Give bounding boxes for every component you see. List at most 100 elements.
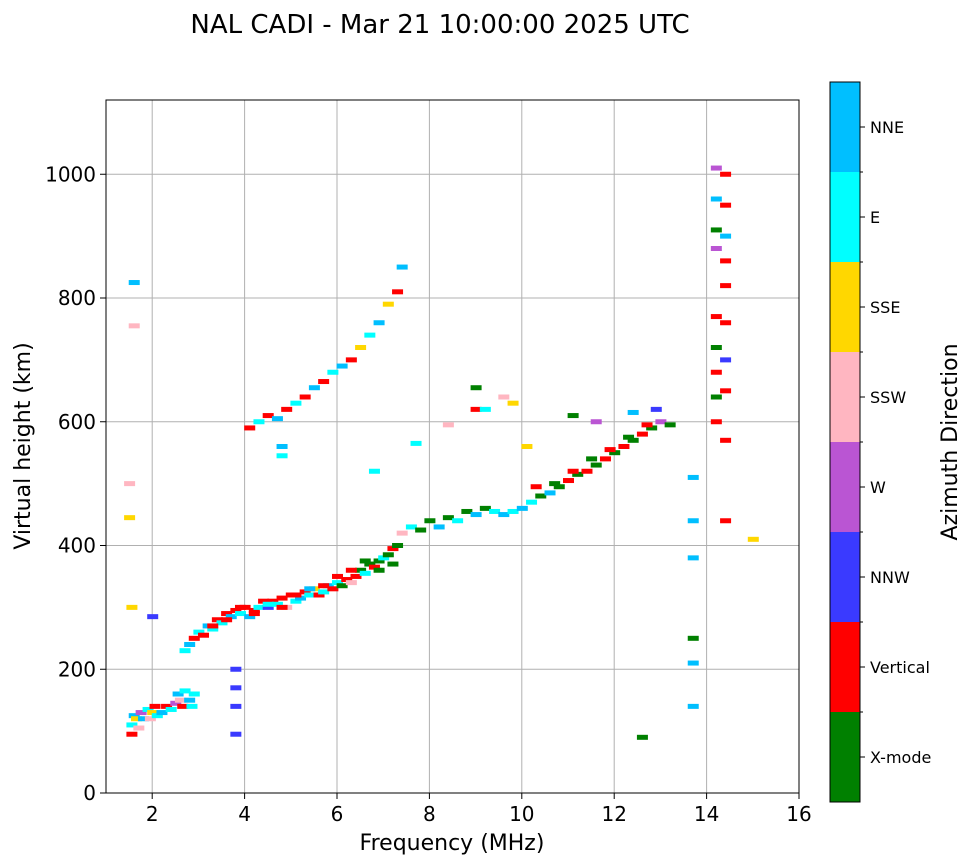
data-point (479, 406, 491, 412)
data-point (179, 648, 191, 654)
data-point (128, 280, 140, 286)
data-point (281, 406, 293, 412)
data-point (452, 518, 464, 524)
data-point (470, 512, 482, 518)
colorbar-label: SSE (870, 298, 900, 317)
data-point (373, 320, 385, 326)
data-point (641, 422, 653, 428)
data-point (128, 713, 140, 719)
y-tick-label: 1000 (45, 162, 96, 186)
x-tick-label: 10 (509, 802, 534, 826)
data-point (336, 363, 348, 369)
data-point (392, 289, 404, 295)
data-point (405, 524, 417, 530)
data-point (350, 573, 362, 579)
x-tick-label: 8 (423, 802, 436, 826)
data-point (373, 558, 385, 564)
colorbar-segment (830, 82, 860, 172)
data-point (126, 722, 138, 728)
data-points (124, 165, 759, 740)
data-point (720, 283, 732, 289)
data-point (318, 583, 330, 589)
data-point (207, 626, 219, 632)
data-point (650, 406, 662, 412)
data-point (364, 332, 376, 338)
data-point (710, 246, 722, 251)
data-point (355, 345, 367, 350)
data-point (507, 400, 519, 406)
data-point (126, 604, 138, 610)
data-point (720, 320, 732, 326)
colorbar-label: NNW (870, 568, 910, 587)
data-point (461, 508, 473, 514)
data-point (124, 515, 136, 521)
data-point (177, 703, 189, 709)
colorbar-title: Azimuth Direction (938, 343, 963, 540)
data-point (144, 716, 156, 722)
data-point (234, 611, 246, 617)
colorbar-segment (830, 532, 860, 622)
data-point (341, 577, 353, 583)
data-point (498, 512, 510, 518)
data-point (710, 369, 722, 375)
data-point (627, 409, 639, 415)
data-point (687, 703, 699, 709)
y-axis-label: Virtual height (km) (11, 342, 36, 549)
data-point (304, 592, 316, 598)
data-point (318, 589, 330, 595)
x-tick-label: 4 (238, 802, 251, 826)
data-point (304, 586, 316, 592)
data-point (710, 345, 722, 350)
data-point (128, 323, 140, 329)
y-tick-label: 400 (58, 534, 96, 558)
data-point (308, 385, 320, 391)
data-point (747, 536, 759, 542)
data-point (664, 422, 676, 428)
data-point (359, 570, 371, 576)
data-point (627, 437, 639, 443)
data-point (299, 394, 311, 400)
data-point (276, 453, 288, 459)
data-point (248, 611, 260, 617)
data-point (336, 583, 348, 589)
data-point (327, 369, 339, 375)
data-point (609, 450, 621, 456)
data-point (553, 484, 565, 490)
data-point (710, 196, 722, 202)
data-point (687, 635, 699, 641)
data-point (599, 456, 611, 462)
data-point (135, 710, 147, 716)
colorbar: X-mode Vertical NNW W SSW SSE E NNE (829, 81, 931, 803)
data-point (188, 691, 200, 697)
colorbar-segment (830, 172, 860, 262)
data-point (521, 444, 533, 449)
y-tick-label: 800 (58, 286, 96, 310)
colorbar-segment (830, 622, 860, 712)
data-point (655, 419, 667, 425)
data-point (290, 400, 302, 406)
data-point (563, 478, 574, 484)
data-point (373, 567, 385, 573)
data-point (221, 617, 233, 623)
data-point (186, 703, 198, 709)
data-point (368, 564, 380, 570)
data-point (271, 416, 283, 422)
data-point (290, 598, 302, 604)
data-point (276, 444, 288, 449)
data-point (248, 607, 260, 613)
data-point (687, 555, 699, 561)
data-point (720, 233, 732, 239)
data-point (170, 700, 182, 706)
data-point (687, 474, 699, 480)
data-point (216, 620, 228, 626)
colorbar-segment (830, 712, 860, 802)
data-point (710, 394, 722, 400)
data-point (253, 604, 265, 610)
data-point (378, 555, 390, 561)
data-point (142, 706, 154, 712)
data-point (470, 385, 482, 391)
data-point (327, 586, 339, 592)
colorbar-frame (829, 81, 861, 803)
data-point (188, 635, 200, 641)
